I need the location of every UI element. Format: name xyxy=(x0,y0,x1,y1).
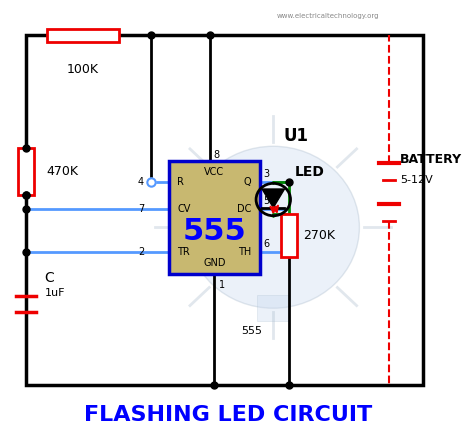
Text: 2: 2 xyxy=(138,247,144,257)
Polygon shape xyxy=(262,189,284,208)
Text: 1uF: 1uF xyxy=(45,288,65,298)
Bar xyxy=(27,36,423,385)
Circle shape xyxy=(187,146,359,308)
Bar xyxy=(18,148,34,195)
Text: C: C xyxy=(45,272,54,285)
FancyBboxPatch shape xyxy=(169,161,260,274)
Text: 5: 5 xyxy=(264,196,270,206)
Bar xyxy=(257,296,289,321)
Text: 555: 555 xyxy=(182,217,246,246)
Bar xyxy=(281,214,297,257)
Text: TR: TR xyxy=(177,247,190,257)
Text: 4: 4 xyxy=(138,176,144,187)
Text: VCC: VCC xyxy=(204,167,225,178)
Text: TH: TH xyxy=(238,247,252,257)
Text: 6: 6 xyxy=(264,239,269,249)
Text: FLASHING LED CIRCUIT: FLASHING LED CIRCUIT xyxy=(84,405,372,425)
Text: 470K: 470K xyxy=(47,165,79,178)
Text: Q: Q xyxy=(244,176,252,187)
Bar xyxy=(47,29,119,42)
Text: 555: 555 xyxy=(241,326,262,336)
Text: 8: 8 xyxy=(213,150,219,160)
Text: BATTERY: BATTERY xyxy=(400,153,462,166)
Text: 270K: 270K xyxy=(303,229,335,242)
Text: R: R xyxy=(177,176,184,187)
Text: CV: CV xyxy=(177,204,191,214)
Text: DC: DC xyxy=(237,204,252,214)
Text: 7: 7 xyxy=(138,204,144,214)
Text: 100K: 100K xyxy=(67,63,99,76)
Text: U1: U1 xyxy=(283,127,309,145)
Text: www.electricaltechnology.org: www.electricaltechnology.org xyxy=(276,13,379,19)
Text: GND: GND xyxy=(203,258,226,268)
Text: LED: LED xyxy=(295,165,325,179)
Text: 5-12V: 5-12V xyxy=(400,175,433,185)
Text: 1: 1 xyxy=(219,280,225,290)
Text: 3: 3 xyxy=(264,169,269,179)
